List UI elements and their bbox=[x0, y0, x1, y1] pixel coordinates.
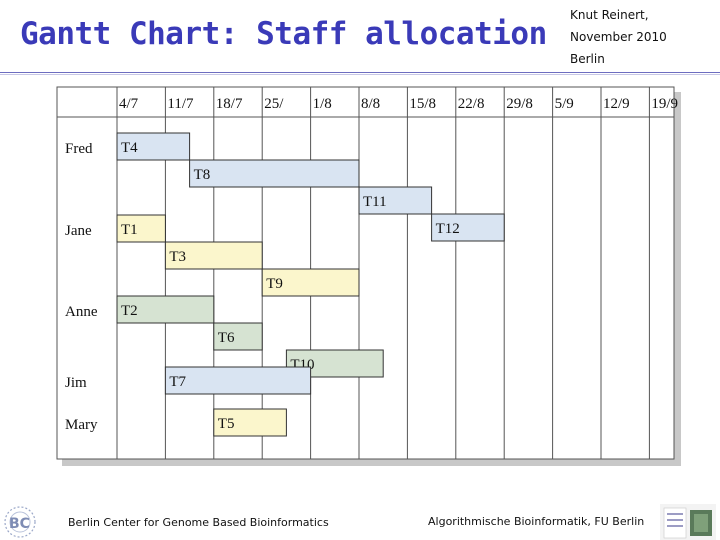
footer-institute: Berlin Center for Genome Based Bioinform… bbox=[68, 516, 329, 529]
task-bar-rect bbox=[116, 295, 215, 324]
task-bar-label: T8 bbox=[194, 167, 211, 183]
task-bar: T9 bbox=[261, 268, 360, 297]
task-bar-label: T11 bbox=[363, 194, 387, 210]
row-label: Mary bbox=[65, 417, 98, 433]
task-bar: T2 bbox=[116, 295, 215, 324]
task-bar: T1 bbox=[116, 214, 166, 243]
presentation-date: November 2010 bbox=[570, 30, 667, 44]
x-tick-label: 15/8 bbox=[409, 96, 436, 112]
task-bar-label: T7 bbox=[169, 374, 186, 390]
task-bar: T3 bbox=[164, 241, 263, 270]
task-bar-label: T4 bbox=[121, 140, 138, 156]
task-bar-label: T5 bbox=[218, 416, 235, 432]
x-tick-label: 11/7 bbox=[167, 96, 194, 112]
row-label: Fred bbox=[65, 141, 93, 157]
task-bar-rect bbox=[213, 408, 287, 437]
gantt-chart: 4/7 11/7 18/7 25/1/8 8/8 15/8 22/8 29/8 5/9 12/9 1… bbox=[56, 86, 681, 466]
bcb-logo-icon: BC bbox=[4, 506, 36, 538]
task-bar-rect bbox=[116, 132, 191, 161]
x-tick-label: 22/8 bbox=[458, 96, 485, 112]
task-bar-label: T6 bbox=[218, 330, 235, 346]
presentation-place: Berlin bbox=[570, 52, 605, 66]
task-bar: T5 bbox=[213, 408, 287, 437]
task-bar-rect bbox=[164, 366, 312, 395]
task-bar-label: T2 bbox=[121, 303, 138, 319]
task-bar: T12 bbox=[431, 213, 505, 242]
x-tick-label: 12/9 bbox=[603, 96, 630, 112]
task-bar: T11 bbox=[358, 186, 433, 215]
university-logo-icon bbox=[660, 504, 716, 540]
header-rule-shadow bbox=[0, 74, 720, 75]
task-bar: T7 bbox=[164, 366, 312, 395]
x-tick-label: 8/8 bbox=[361, 96, 380, 112]
row-label: Jane bbox=[65, 223, 92, 239]
task-bar: T4 bbox=[116, 132, 191, 161]
row-label: Anne bbox=[65, 304, 98, 320]
author-name: Knut Reinert, bbox=[570, 8, 649, 22]
task-bar-label: T3 bbox=[169, 249, 186, 265]
x-tick-label: 1/8 bbox=[313, 96, 332, 112]
task-bar: T6 bbox=[213, 322, 263, 351]
x-tick-label: 19/9 bbox=[651, 96, 678, 112]
task-bar-rect bbox=[116, 214, 166, 243]
task-bar-rect bbox=[431, 213, 505, 242]
x-tick-label: 18/7 bbox=[216, 96, 243, 112]
task-bar-rect bbox=[213, 322, 263, 351]
task-bar-label: T12 bbox=[436, 221, 460, 237]
x-tick-label: 5/9 bbox=[555, 96, 574, 112]
task-bar: T8 bbox=[189, 159, 360, 188]
row-label: Jim bbox=[65, 375, 87, 391]
x-tick-label: 4/7 bbox=[119, 96, 139, 112]
x-tick-label: 29/8 bbox=[506, 96, 533, 112]
slide-title: Gantt Chart: Staff allocation bbox=[20, 16, 547, 52]
task-bar-rect bbox=[261, 268, 360, 297]
x-tick-label: 25/ bbox=[264, 96, 284, 112]
header-rule bbox=[0, 72, 720, 73]
footer-course: Algorithmische Bioinformatik, FU Berlin bbox=[428, 515, 645, 528]
task-bar-label: T1 bbox=[121, 222, 138, 238]
svg-text:BC: BC bbox=[9, 516, 30, 532]
task-bar-label: T9 bbox=[266, 276, 283, 292]
task-bar-rect bbox=[358, 186, 433, 215]
task-bar-rect bbox=[164, 241, 263, 270]
task-bar-rect bbox=[189, 159, 360, 188]
